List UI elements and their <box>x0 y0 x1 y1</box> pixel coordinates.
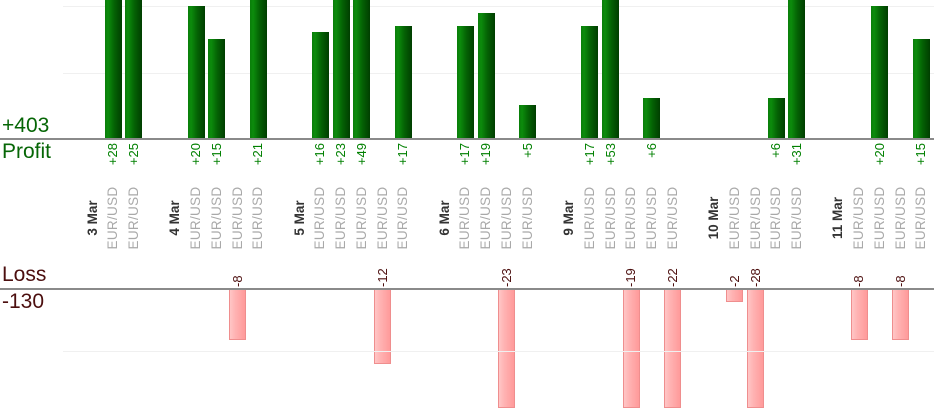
profit-bar[interactable] <box>519 105 537 138</box>
profit-value-label: +15 <box>208 143 224 166</box>
x-axis-symbol-label: EUR/USD <box>125 186 141 250</box>
loss-bar[interactable] <box>892 290 910 340</box>
profit-bar[interactable] <box>125 0 143 138</box>
x-axis-date-label: 10 Mar <box>706 196 722 240</box>
x-axis-symbol-label: EUR/USD <box>602 186 618 250</box>
profit-value-label: +28 <box>105 143 121 166</box>
loss-bar[interactable] <box>622 290 640 408</box>
x-axis-symbol-label: EUR/USD <box>768 186 784 250</box>
profit-value-label: +21 <box>250 143 266 166</box>
loss-bar[interactable] <box>850 290 868 340</box>
profit-value-label: +17 <box>457 143 473 166</box>
profit-bar[interactable] <box>249 0 267 138</box>
profit-bar[interactable] <box>104 0 122 138</box>
profit-value-label: +49 <box>353 143 369 166</box>
loss-value-label: -8 <box>851 275 867 287</box>
x-axis-symbol-label: EUR/USD <box>457 186 473 250</box>
x-axis-date-label: 6 Mar <box>436 200 452 236</box>
profit-bar[interactable] <box>767 98 785 138</box>
x-axis-symbol-label: EUR/USD <box>250 186 266 250</box>
profit-gridline-20 <box>63 6 934 7</box>
profit-bar[interactable] <box>477 12 495 138</box>
loss-value-label: -19 <box>623 268 639 287</box>
x-axis-symbol-label: EUR/USD <box>353 186 369 250</box>
profit-value-label: +20 <box>871 143 887 166</box>
x-axis-symbol-label: EUR/USD <box>208 186 224 250</box>
profit-bar[interactable] <box>456 25 474 138</box>
loss-bar[interactable] <box>374 290 392 365</box>
x-axis-symbol-label: EUR/USD <box>871 186 887 250</box>
profit-total-label: +403 <box>2 114 50 137</box>
profit-value-label: +5 <box>519 143 535 158</box>
profit-bar[interactable] <box>912 39 930 138</box>
x-axis-symbol-label: EUR/USD <box>478 186 494 250</box>
x-axis-symbol-label: EUR/USD <box>913 186 929 250</box>
loss-bar[interactable] <box>498 290 516 408</box>
loss-value-label: -22 <box>664 268 680 287</box>
loss-axis-line <box>0 288 934 290</box>
x-axis-date-label: 4 Mar <box>167 200 183 236</box>
profit-value-label: +6 <box>768 143 784 158</box>
loss-value-label: -23 <box>498 268 514 287</box>
profit-value-label: +23 <box>333 143 349 166</box>
profit-value-label: +17 <box>395 143 411 166</box>
profit-bar[interactable] <box>353 0 371 138</box>
x-axis-symbol-label: EUR/USD <box>581 186 597 250</box>
x-axis-symbol-label: EUR/USD <box>788 186 804 250</box>
profit-value-label: +16 <box>312 143 328 166</box>
profit-bar[interactable] <box>311 32 329 138</box>
profit-value-label: +19 <box>478 143 494 166</box>
profit-value-label: +6 <box>643 143 659 158</box>
x-axis-date-label: 9 Mar <box>561 200 577 236</box>
profit-bar[interactable] <box>394 25 412 138</box>
x-axis-date-label: 11 Mar <box>830 196 846 240</box>
x-axis-symbol-label: EUR/USD <box>643 186 659 250</box>
x-axis-date-label: 3 Mar <box>84 200 100 236</box>
profit-value-label: +25 <box>125 143 141 166</box>
profit-value-label: +31 <box>788 143 804 166</box>
profit-bar[interactable] <box>871 6 889 138</box>
loss-value-label: -8 <box>892 275 908 287</box>
profit-bar[interactable] <box>187 6 205 138</box>
loss-gridline-10 <box>63 351 934 352</box>
x-axis-symbol-label: EUR/USD <box>395 186 411 250</box>
x-axis-symbol-label: EUR/USD <box>312 186 328 250</box>
profit-bar[interactable] <box>602 0 619 138</box>
loss-total-label: -130 <box>2 290 45 313</box>
profit-bar[interactable] <box>788 0 806 138</box>
profit-value-label: +15 <box>913 143 929 166</box>
profit-value-label: +53 <box>602 143 618 166</box>
profit-value-label: +20 <box>188 143 204 166</box>
loss-value-label: -28 <box>747 268 763 287</box>
profit-bar[interactable] <box>643 98 661 138</box>
x-axis-date-label: 5 Mar <box>291 200 307 236</box>
profit-axis-line <box>0 138 934 140</box>
profit-bar[interactable] <box>332 0 350 138</box>
loss-bar[interactable] <box>664 290 682 408</box>
loss-axis-title: Loss <box>2 263 47 286</box>
profit-bar[interactable] <box>581 25 599 138</box>
loss-bar[interactable] <box>747 290 765 408</box>
loss-bar[interactable] <box>726 290 744 303</box>
profit-bar[interactable] <box>208 39 226 138</box>
loss-bar[interactable] <box>229 290 247 340</box>
loss-value-label: -8 <box>229 275 245 287</box>
profit-value-label: +17 <box>581 143 597 166</box>
profit-axis-title: Profit <box>2 140 52 163</box>
x-axis-symbol-label: EUR/USD <box>188 186 204 250</box>
x-axis-symbol-label: EUR/USD <box>519 186 535 250</box>
loss-value-label: -12 <box>374 268 390 287</box>
x-axis-symbol-label: EUR/USD <box>105 186 121 250</box>
profit-gridline-10 <box>63 73 934 74</box>
loss-value-label: -2 <box>726 275 742 287</box>
x-axis-symbol-label: EUR/USD <box>333 186 349 250</box>
